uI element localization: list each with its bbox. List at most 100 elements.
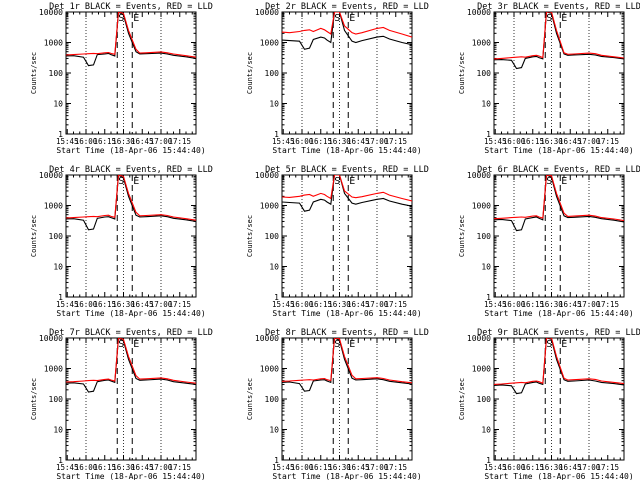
- y-axis-label: Counts/sec: [246, 378, 254, 420]
- y-tick-label: 10000: [467, 8, 491, 17]
- y-tick-label: 100: [477, 395, 492, 404]
- detector-panel: Det 3r BLACK = Events, RED = LLD 1 10 100 10…: [458, 2, 640, 155]
- x-tick-label: 16:00: [503, 300, 526, 309]
- y-tick-label: 100: [49, 69, 64, 78]
- y-tick-label: 100: [477, 232, 492, 241]
- event-marker-label: E: [561, 176, 567, 187]
- y-tick-label: 1000: [44, 365, 63, 374]
- x-tick-label: 15:45: [272, 300, 295, 309]
- panel-title: Det 2r BLACK = Events, RED = LLD: [265, 2, 429, 12]
- y-axis-label: Counts/sec: [30, 215, 38, 257]
- x-tick-label: 16:00: [75, 300, 98, 309]
- panel-title: Det 7r BLACK = Events, RED = LLD: [49, 328, 213, 338]
- y-tick-label: 10: [53, 426, 63, 435]
- x-tick-label: 16:15: [309, 463, 332, 472]
- plot-frame: [493, 337, 625, 461]
- x-tick-label: 16:45: [347, 137, 370, 146]
- x-tick-label: 15:45: [484, 137, 507, 146]
- event-marker-label: S: [118, 13, 124, 24]
- detector-panel: Det 8r BLACK = Events, RED = LLD 1 10 100 10…: [246, 328, 429, 481]
- x-axis-label: Start Time (18-Apr-06 15:44:40): [484, 309, 633, 318]
- x-tick-label: 16:45: [131, 463, 154, 472]
- x-tick-label: 16:15: [309, 137, 332, 146]
- detector-panel: Det 5r BLACK = Events, RED = LLD 1 10 100 10…: [246, 165, 429, 318]
- event-marker-label: S: [546, 13, 552, 24]
- y-tick-label: 100: [265, 69, 280, 78]
- x-tick-label: 16:45: [559, 137, 582, 146]
- series-line-lld: [282, 338, 412, 384]
- detector-panel: Det 2r BLACK = Events, RED = LLD 1 10 100 10…: [246, 2, 429, 155]
- y-tick-label: 10: [269, 100, 279, 109]
- y-tick-label: 10000: [467, 334, 491, 343]
- x-tick-label: 15:45: [272, 137, 295, 146]
- x-tick-label: 16:15: [93, 137, 116, 146]
- x-tick-label: 15:45: [484, 300, 507, 309]
- x-axis-label: Start Time (18-Apr-06 15:44:40): [272, 309, 421, 318]
- y-tick-label: 1000: [260, 39, 279, 48]
- x-tick-label: 17:00: [366, 137, 389, 146]
- y-tick-label: 1000: [260, 202, 279, 211]
- series-line-lld: [494, 175, 624, 222]
- x-tick-label: 16:00: [75, 137, 98, 146]
- series-line-lld: [494, 338, 624, 385]
- x-tick-label: 17:00: [150, 463, 173, 472]
- x-tick-label: 16:30: [540, 463, 563, 472]
- x-tick-label: 16:00: [291, 300, 314, 309]
- event-marker-label: E: [349, 13, 355, 24]
- x-tick-label: 16:30: [540, 300, 563, 309]
- y-axis-label: Counts/sec: [30, 52, 38, 94]
- y-tick-label: 1: [486, 456, 491, 465]
- x-axis-label: Start Time (18-Apr-06 15:44:40): [272, 146, 421, 155]
- x-tick-label: 17:00: [150, 137, 173, 146]
- event-marker-label: S: [334, 339, 340, 350]
- y-tick-label: 1: [58, 293, 63, 302]
- x-tick-label: 16:30: [328, 300, 351, 309]
- y-axis-label: Counts/sec: [246, 52, 254, 94]
- x-tick-label: 17:15: [596, 137, 619, 146]
- series-line-lld: [494, 12, 624, 60]
- x-tick-label: 16:15: [93, 463, 116, 472]
- y-tick-label: 1: [58, 130, 63, 139]
- plot-frame: [281, 11, 413, 135]
- x-tick-label: 16:45: [347, 300, 370, 309]
- x-tick-label: 16:00: [503, 463, 526, 472]
- x-tick-label: 17:15: [384, 300, 407, 309]
- y-tick-label: 1000: [260, 365, 279, 374]
- plot-frame: [493, 174, 625, 298]
- y-tick-label: 100: [265, 395, 280, 404]
- detector-panel: Det 6r BLACK = Events, RED = LLD 1 10 100 10…: [458, 165, 640, 318]
- y-tick-label: 1000: [472, 365, 491, 374]
- y-tick-label: 10000: [255, 8, 279, 17]
- event-marker-label: E: [561, 13, 567, 24]
- x-tick-label: 15:45: [56, 463, 79, 472]
- detector-panel: Det 9r BLACK = Events, RED = LLD 1 10 100 10…: [458, 328, 640, 481]
- event-marker-label: E: [133, 339, 139, 350]
- x-tick-label: 16:15: [521, 300, 544, 309]
- panel-title: Det 5r BLACK = Events, RED = LLD: [265, 165, 429, 175]
- detector-panel: Det 4r BLACK = Events, RED = LLD 1 10 100 10…: [30, 165, 213, 318]
- series-line-events: [66, 12, 196, 67]
- y-tick-label: 10: [481, 100, 491, 109]
- event-marker-label: E: [561, 339, 567, 350]
- plot-frame: [65, 337, 197, 461]
- x-tick-label: 17:00: [578, 300, 601, 309]
- x-axis-label: Start Time (18-Apr-06 15:44:40): [56, 309, 205, 318]
- y-tick-label: 100: [49, 232, 64, 241]
- x-tick-label: 16:45: [347, 463, 370, 472]
- y-tick-label: 1: [274, 130, 279, 139]
- event-marker-label: E: [349, 339, 355, 350]
- y-axis-label: Counts/sec: [458, 52, 466, 94]
- x-tick-label: 16:00: [75, 463, 98, 472]
- x-tick-label: 16:00: [503, 137, 526, 146]
- detector-panel: Det 1r BLACK = Events, RED = LLD 1 10 100 10…: [30, 2, 213, 155]
- x-tick-label: 17:15: [384, 463, 407, 472]
- series-line-lld: [282, 12, 412, 38]
- panel-title: Det 3r BLACK = Events, RED = LLD: [477, 2, 640, 12]
- x-tick-label: 16:30: [328, 463, 351, 472]
- x-tick-label: 16:30: [328, 137, 351, 146]
- series-line-lld: [66, 338, 196, 384]
- x-tick-label: 16:30: [112, 137, 135, 146]
- y-tick-label: 10000: [39, 8, 63, 17]
